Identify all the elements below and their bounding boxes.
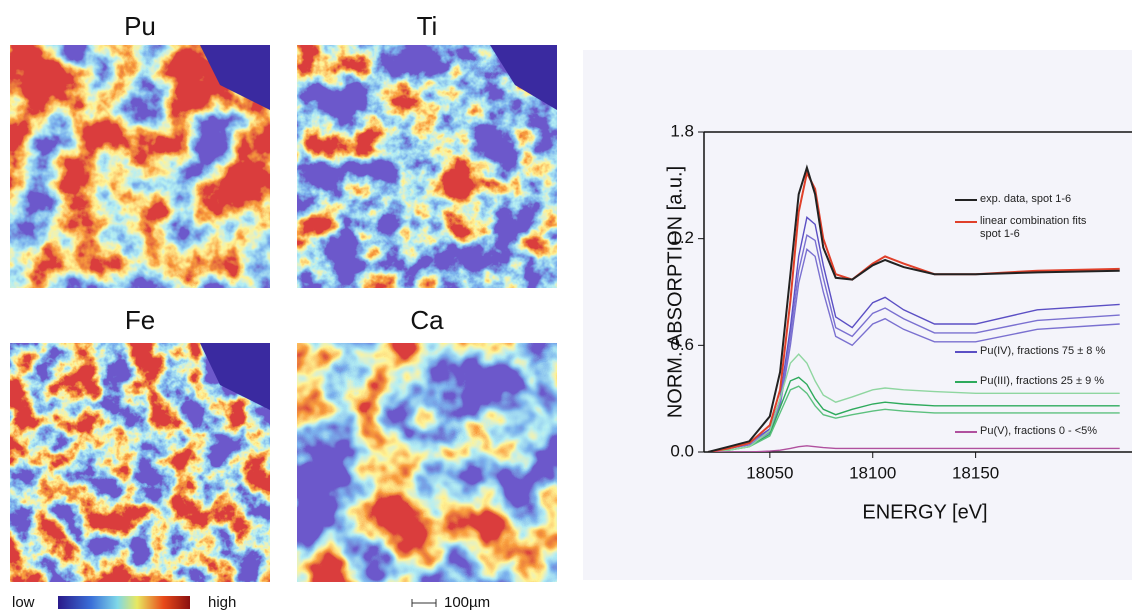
series-line <box>708 385 1120 452</box>
map-label: Pu <box>124 11 156 41</box>
legend-label: linear combination fits spot 1-6 <box>980 215 1087 240</box>
y-tick-label: 1.2 <box>670 228 694 247</box>
x-tick-label: 18150 <box>952 463 999 482</box>
map-corner <box>200 45 270 110</box>
map-label: Ti <box>417 11 438 41</box>
map-corner <box>490 45 557 110</box>
y-tick-label: 1.8 <box>670 121 694 140</box>
colorbar-low: low <box>12 594 35 611</box>
y-tick-label: 0.6 <box>670 335 694 354</box>
legend-entry: Pu(III), fractions 25 ± 9 % <box>980 375 1105 387</box>
legend-label: exp. data, spot 1-6 <box>980 193 1072 205</box>
map-corner <box>200 343 270 410</box>
colorbar <box>58 596 190 609</box>
x-tick-label: 18050 <box>746 463 793 482</box>
series-line <box>708 445 1120 452</box>
legend-entry: Pu(IV), fractions 75 ± 8 % <box>980 345 1106 357</box>
element-map <box>297 343 557 582</box>
scale-bar-label: 100µm <box>444 594 490 611</box>
legend-label: Pu(III), fractions 25 ± 9 % <box>980 375 1105 387</box>
colorbar-high: high <box>208 594 236 611</box>
map-label: Ca <box>410 305 444 335</box>
legend-entry: linear combination fits spot 1-6 <box>980 215 1087 240</box>
legend-entry: exp. data, spot 1-6 <box>980 193 1072 205</box>
chart-panel <box>583 50 1132 580</box>
series-line <box>708 376 1120 452</box>
legend-entry: Pu(V), fractions 0 - <5% <box>980 425 1098 437</box>
y-tick-label: 0.0 <box>670 441 694 460</box>
y-axis-label: NORM. ABSORPTION [a.u.] <box>664 166 686 418</box>
series-line <box>707 164 1120 452</box>
x-axis-label: ENERGY [eV] <box>862 501 987 523</box>
x-tick-label: 18100 <box>849 463 896 482</box>
map-label: Fe <box>125 305 155 335</box>
element-map <box>297 45 557 288</box>
legend-label: Pu(IV), fractions 75 ± 8 % <box>980 345 1106 357</box>
legend-label: Pu(V), fractions 0 - <5% <box>980 425 1098 437</box>
series-line <box>708 353 1120 452</box>
